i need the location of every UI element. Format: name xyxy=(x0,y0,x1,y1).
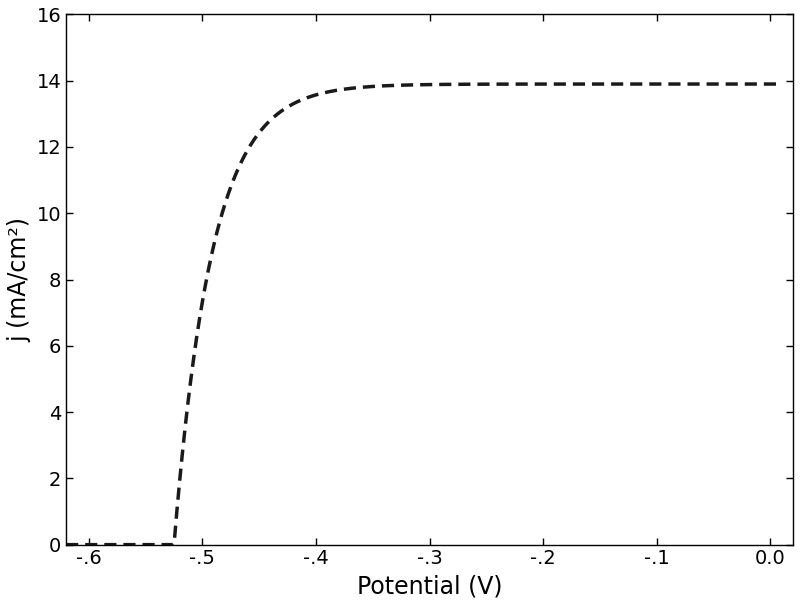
Y-axis label: j (mA/cm²): j (mA/cm²) xyxy=(7,217,31,342)
X-axis label: Potential (V): Potential (V) xyxy=(357,574,502,598)
